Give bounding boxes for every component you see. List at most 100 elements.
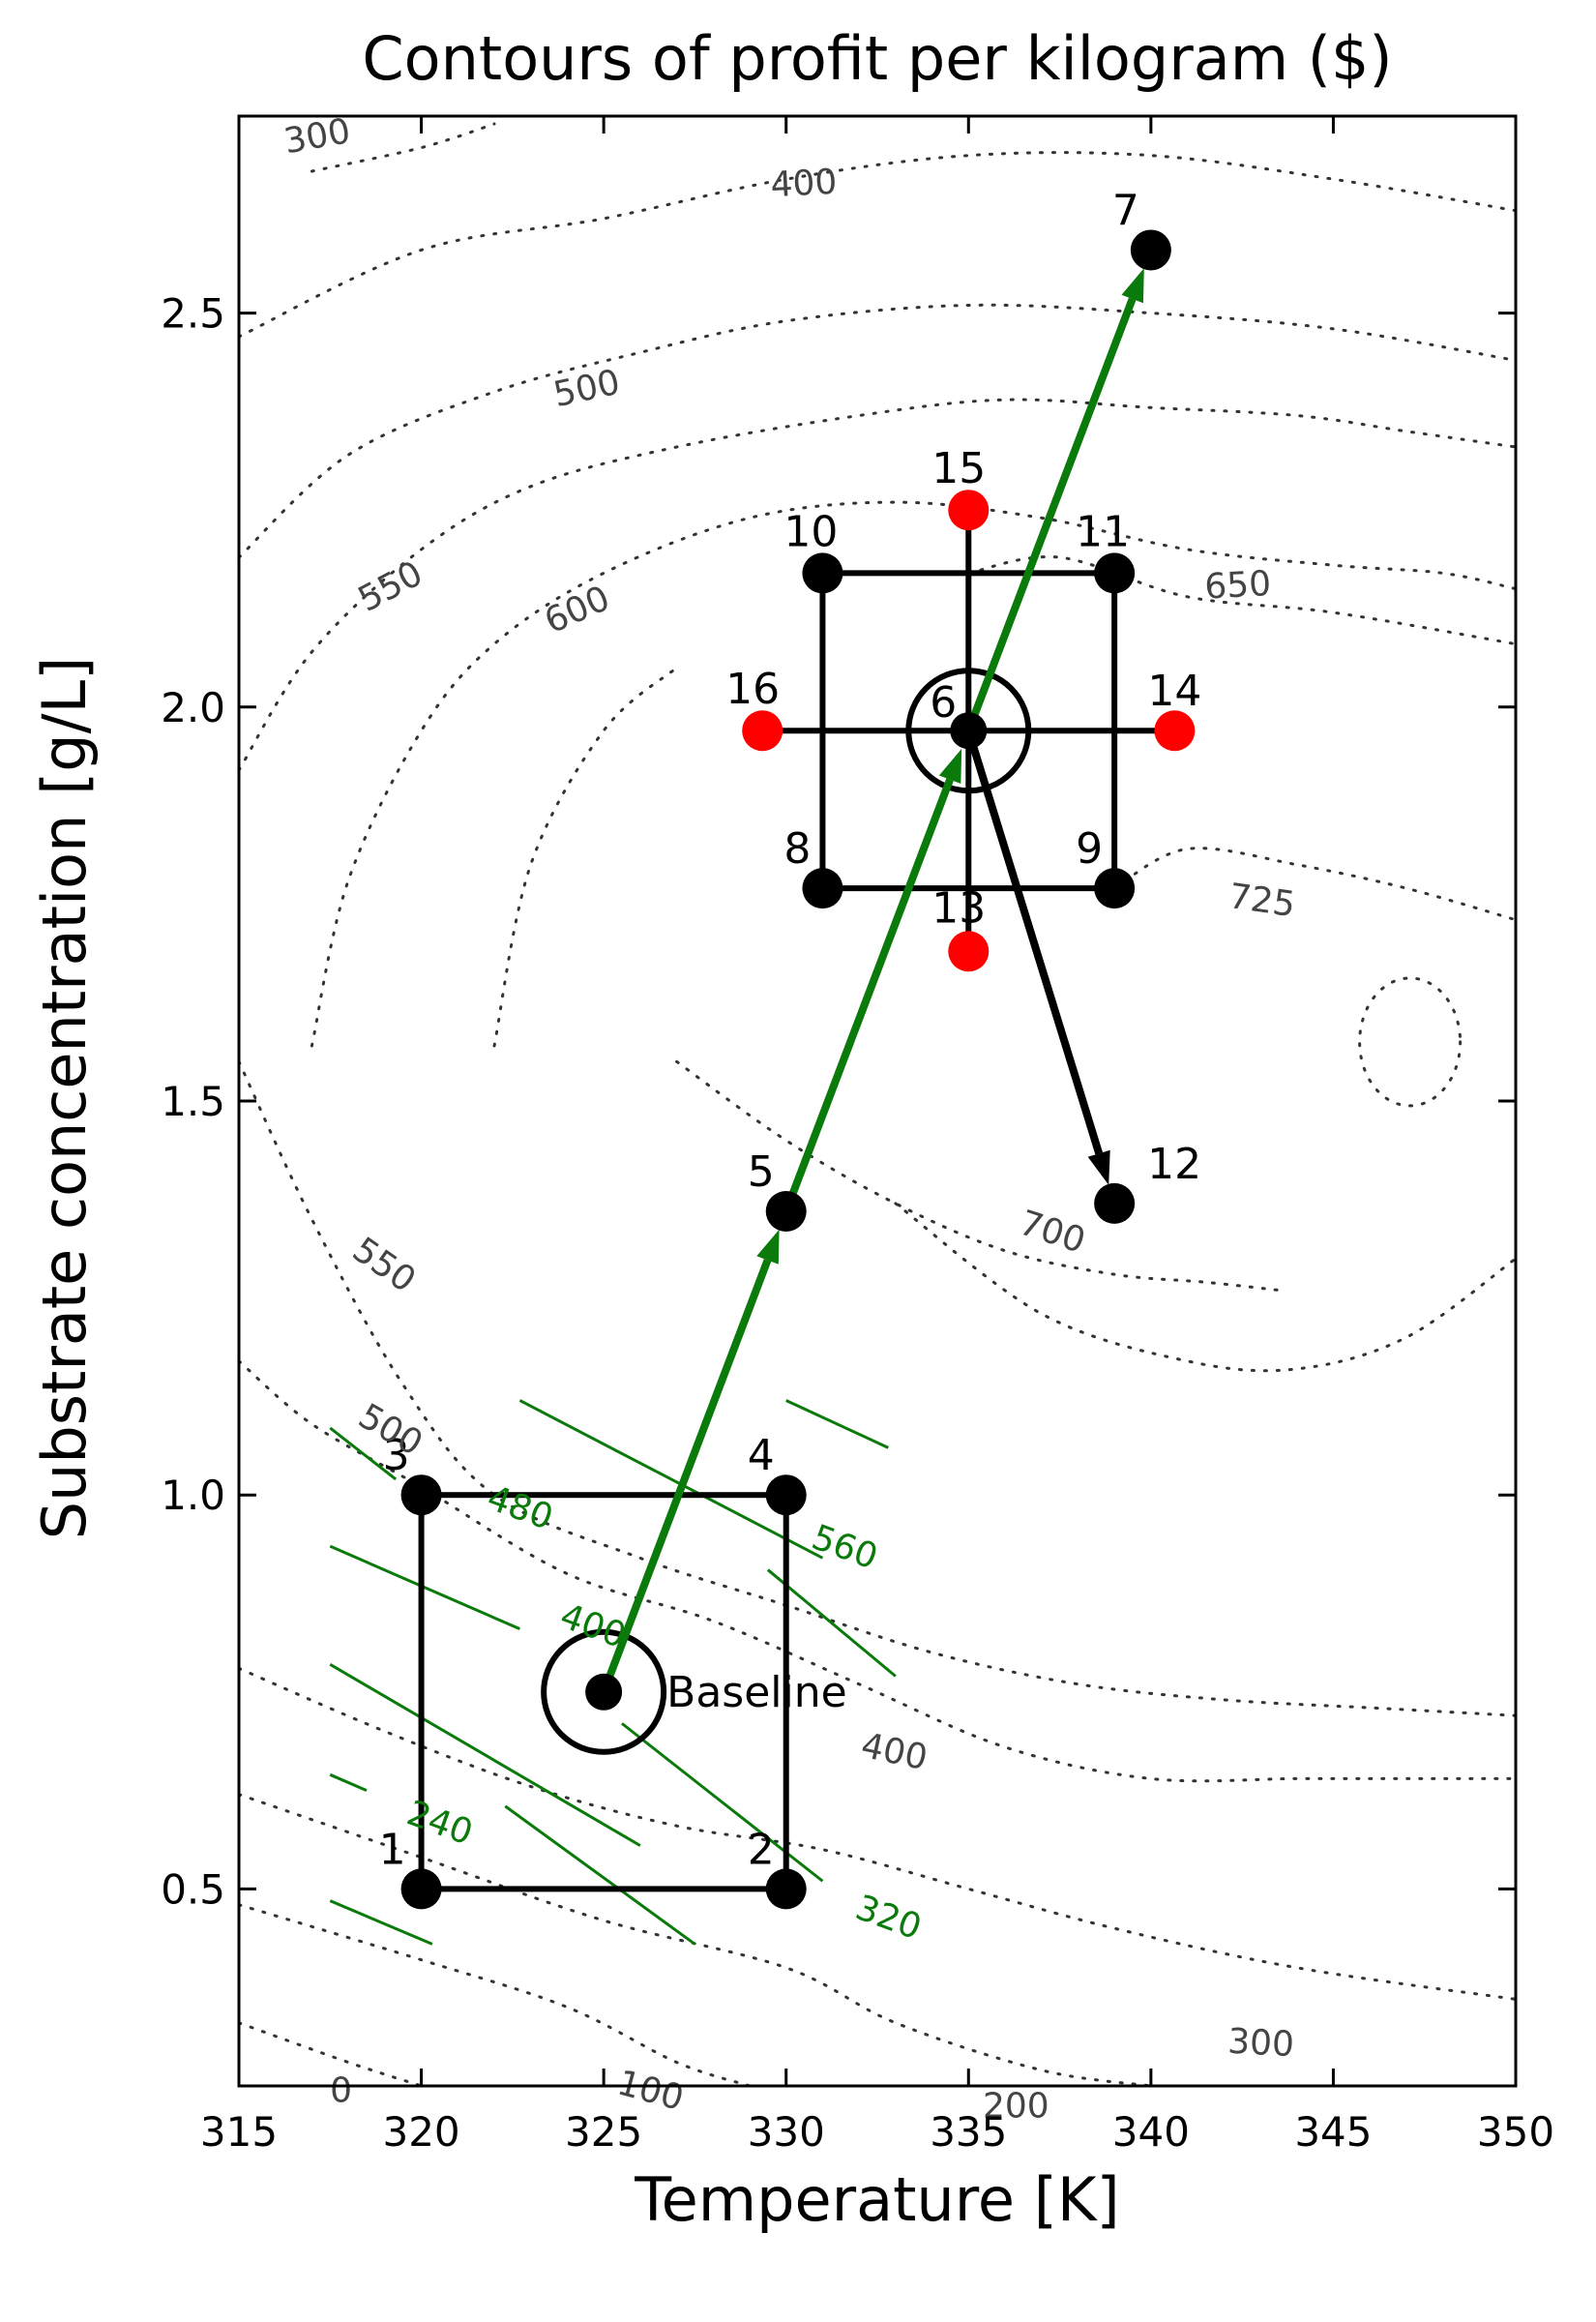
contour-label: 400 [770, 163, 839, 206]
model-contour-label: 240 [401, 1794, 478, 1854]
point-label: Baseline [666, 1668, 847, 1717]
profit-contour [237, 2021, 424, 2088]
data-point [1130, 229, 1171, 271]
profit-contour [894, 1202, 1518, 1373]
contour-label: 400 [858, 1726, 931, 1778]
x-tick-label: 325 [565, 2108, 642, 2156]
contour-label: 0 [330, 2070, 352, 2110]
profit-contours [237, 122, 1518, 2088]
path-arrow-head [1121, 268, 1144, 304]
point-label: 4 [748, 1431, 775, 1480]
plot-frame [237, 114, 1518, 2088]
profit-contour [237, 1359, 1518, 1783]
x-tick-label: 330 [748, 2108, 825, 2156]
predicted-model-contours [329, 1399, 897, 1946]
center-ring [905, 668, 1032, 794]
data-point [765, 1191, 807, 1233]
model-contour-line [518, 1399, 824, 1560]
data-point [1094, 552, 1136, 594]
x-tick-label: 340 [1112, 2108, 1190, 2156]
model-contour-label: 480 [482, 1478, 558, 1538]
baseline-ring [541, 1628, 667, 1755]
point-label: 9 [1076, 824, 1103, 874]
data-point [765, 1868, 807, 1910]
model-contour-line [621, 1722, 824, 1883]
point-label: 10 [783, 507, 838, 556]
point-label: 2 [748, 1825, 775, 1874]
contour-label: 700 [1015, 1204, 1090, 1262]
profit-contour [310, 122, 496, 173]
profit-contour [310, 500, 1518, 1048]
x-tick-label: 345 [1294, 2108, 1372, 2156]
point-label: 14 [1147, 667, 1201, 716]
contour-label: 550 [345, 1230, 423, 1300]
point-label: 1 [379, 1825, 406, 1874]
point-label: 5 [748, 1147, 775, 1197]
y-tick-label: 1.0 [161, 1472, 225, 1519]
point-label: 12 [1147, 1140, 1201, 1189]
profit-contour [237, 303, 1518, 559]
model-contour-line [329, 1544, 520, 1631]
x-tick-label: 335 [930, 2108, 1007, 2156]
x-tick-label: 315 [200, 2108, 278, 2156]
data-point [1094, 1182, 1136, 1224]
data-point [802, 552, 843, 594]
data-point [950, 712, 988, 750]
profit-contour [237, 1059, 1518, 1717]
contour-label: 300 [1227, 2022, 1295, 2066]
profit-contour [492, 666, 679, 1048]
model-contour-line [329, 1772, 368, 1792]
data-point [802, 868, 843, 909]
data-point [948, 490, 990, 531]
path-arrow-shaft [782, 778, 954, 1213]
x-axis-label: Temperature [K] [634, 2164, 1119, 2235]
point-label: 7 [1112, 186, 1139, 235]
search-path-arrows [600, 268, 1144, 1694]
model-contour-line [329, 1899, 433, 1946]
optimum-contour [1358, 976, 1463, 1108]
data-point [1094, 868, 1136, 909]
model-contour-label: 320 [850, 1888, 927, 1948]
point-label: 8 [783, 824, 811, 874]
point-label: 6 [930, 678, 957, 728]
data-point [400, 1868, 442, 1910]
contour-label: 550 [352, 553, 429, 619]
path-arrow-head [1087, 1149, 1110, 1185]
data-point [585, 1673, 623, 1711]
model-contour-line [329, 1426, 398, 1481]
model-contour-line [504, 1804, 696, 1946]
point-label: 13 [931, 883, 986, 933]
contour-label: 600 [539, 579, 615, 641]
profit-contour [966, 554, 1518, 646]
y-tick-label: 0.5 [161, 1865, 225, 1913]
x-tick-label: 350 [1477, 2108, 1554, 2156]
model-contour-line [329, 1663, 641, 1847]
factorial-designs [418, 510, 1175, 1892]
path-arrow-shaft [964, 729, 1104, 1155]
y-tick-label: 2.0 [161, 684, 225, 731]
model-contour-line [766, 1568, 897, 1678]
point-label: 3 [383, 1431, 410, 1480]
path-arrow-head [756, 1229, 780, 1265]
path-arrow-shaft [600, 1259, 772, 1694]
data-point [948, 931, 990, 972]
y-axis-label: Substrate concentration [g/L] [29, 657, 100, 1540]
path-arrow-head [938, 748, 962, 784]
profit-contour [237, 1793, 1153, 2088]
chart-title: Contours of profit per kilogram ($) [362, 23, 1392, 94]
data-point [765, 1474, 807, 1516]
point-label: 15 [931, 444, 986, 493]
profit-contour [237, 1903, 752, 2088]
y-tick-label: 1.5 [161, 1078, 225, 1125]
experiment-points [400, 229, 1196, 1910]
y-tick-label: 2.5 [161, 290, 225, 338]
model-contour-line [785, 1399, 889, 1449]
contour-label: 200 [983, 2087, 1049, 2127]
model-contour-label: 560 [807, 1518, 883, 1578]
contour-label: 725 [1227, 877, 1298, 925]
path-arrow-shaft [964, 297, 1137, 732]
